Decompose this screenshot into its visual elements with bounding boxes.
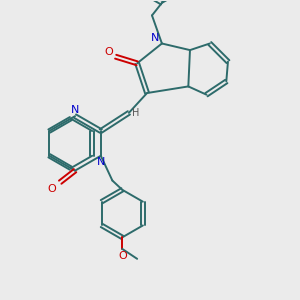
Text: N: N (151, 33, 159, 43)
Text: H: H (133, 108, 140, 118)
Text: O: O (118, 250, 127, 260)
Text: O: O (105, 47, 113, 57)
Text: N: N (71, 105, 79, 115)
Text: O: O (48, 184, 56, 194)
Text: N: N (97, 157, 105, 167)
